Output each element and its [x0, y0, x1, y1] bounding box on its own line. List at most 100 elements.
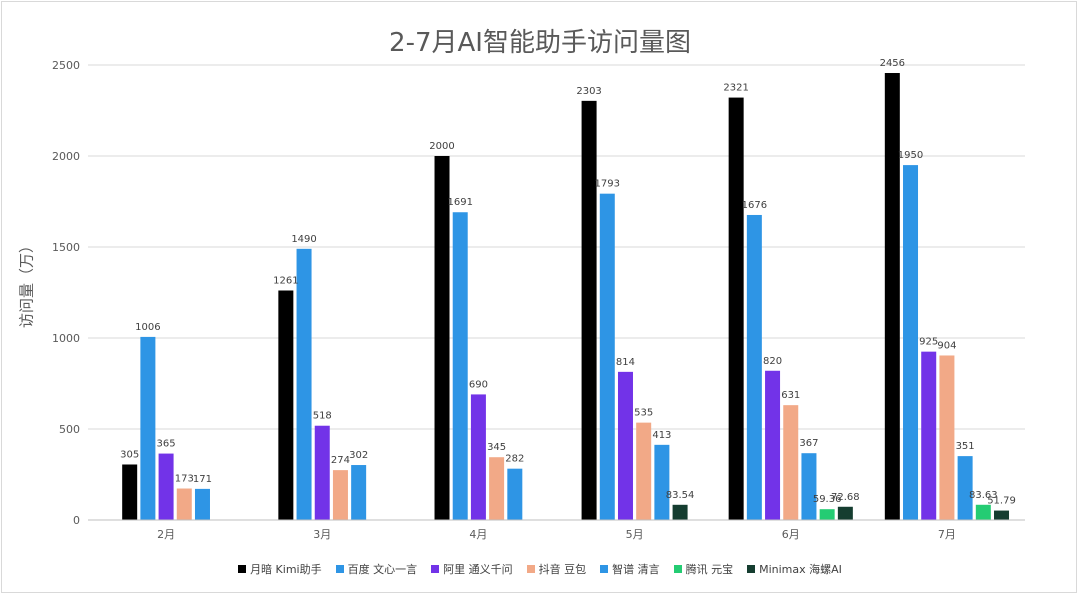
- legend-swatch: [238, 565, 247, 573]
- legend-item: 阿里 通义千问: [431, 561, 513, 577]
- data-label: 2321: [723, 83, 748, 94]
- data-label: 302: [349, 450, 368, 461]
- data-label: 2000: [429, 141, 454, 152]
- bar: [921, 351, 937, 520]
- x-tick-label: 7月: [938, 528, 956, 541]
- data-label: 925: [919, 337, 938, 348]
- y-tick-label: 1500: [52, 241, 80, 254]
- legend-label: 智谱 清言: [612, 563, 660, 576]
- data-label: 904: [937, 340, 956, 351]
- data-label: 631: [781, 390, 800, 401]
- legend-label: 腾讯 元宝: [685, 563, 734, 576]
- bar: [122, 464, 138, 520]
- x-tick-label: 5月: [626, 528, 644, 541]
- legend-item: 百度 文心一言: [335, 561, 418, 577]
- x-tick-label: 4月: [469, 528, 487, 541]
- data-label: 345: [487, 442, 506, 453]
- y-tick-label: 1000: [52, 332, 80, 345]
- bar: [351, 465, 367, 520]
- bar: [903, 165, 919, 520]
- bars: [122, 73, 1010, 521]
- data-label: 413: [652, 430, 671, 441]
- data-label: 367: [799, 438, 818, 449]
- legend-item: 智谱 清言: [600, 561, 660, 577]
- bar: [599, 193, 615, 520]
- data-label: 1950: [898, 150, 923, 161]
- data-label: 171: [193, 474, 212, 485]
- data-label: 518: [313, 411, 332, 422]
- data-label: 83.54: [666, 490, 695, 501]
- bar: [654, 444, 670, 520]
- legend-item: Minimax 海螺AI: [747, 561, 842, 577]
- bar: [617, 371, 633, 520]
- bar: [314, 425, 330, 520]
- bar: [837, 506, 853, 520]
- data-label: 1691: [447, 197, 472, 208]
- bar: [470, 394, 486, 520]
- data-label: 820: [763, 356, 782, 367]
- legend-swatch: [526, 565, 535, 573]
- bar: [975, 504, 991, 520]
- data-label: 83.63: [969, 490, 998, 501]
- gridlines: [88, 64, 1025, 430]
- bar: [158, 453, 174, 520]
- legend-swatch: [600, 565, 609, 573]
- chart-title: 2-7月AI智能助手访问量图: [389, 28, 691, 58]
- bar: [296, 248, 312, 520]
- bar: [507, 468, 523, 520]
- bar: [636, 422, 652, 520]
- data-label: 173: [175, 474, 194, 485]
- bar: [140, 336, 156, 520]
- legend-swatch: [673, 565, 682, 573]
- x-tick-label: 6月: [782, 528, 800, 541]
- data-label: 1793: [595, 179, 620, 190]
- legend-label: 抖音 豆包: [538, 563, 587, 576]
- legend-item: 抖音 豆包: [526, 561, 587, 577]
- legend-swatch: [431, 565, 440, 573]
- legend: 月暗 Kimi助手 百度 文心一言 阿里 通义千问 抖音 豆包 智谱 清言 腾讯 元宝 Mi…: [0, 561, 1080, 577]
- bar: [581, 100, 597, 520]
- bar: [819, 509, 835, 520]
- data-label: 535: [634, 408, 653, 419]
- axes: 0 500 1000 1500 2000 2500 2月 3月 4月 5月 6月 7月: [52, 59, 1025, 541]
- y-tick-label: 0: [73, 514, 80, 527]
- data-label: 351: [956, 441, 975, 452]
- data-label: 690: [469, 379, 488, 390]
- bar: [434, 156, 450, 520]
- legend-label: 百度 文心一言: [347, 563, 418, 576]
- data-label: 305: [120, 449, 139, 460]
- y-tick-label: 2500: [52, 59, 80, 72]
- bar: [884, 73, 900, 521]
- data-label: 814: [616, 357, 635, 368]
- bar: [176, 488, 192, 520]
- bar: [746, 214, 762, 520]
- data-label: 51.79: [987, 496, 1016, 507]
- legend-label: 阿里 通义千问: [443, 563, 513, 576]
- bar: [278, 290, 294, 520]
- data-label: 365: [157, 439, 176, 450]
- legend-swatch: [335, 565, 344, 573]
- x-tick-label: 2月: [157, 528, 175, 541]
- bar: [332, 470, 348, 520]
- data-label: 1261: [273, 275, 298, 286]
- bar: [452, 212, 468, 520]
- bar: [939, 355, 955, 520]
- data-label: 1676: [742, 200, 767, 211]
- legend-item: 腾讯 元宝: [673, 561, 734, 577]
- bar: [728, 97, 744, 520]
- bar: [765, 370, 781, 520]
- data-labels: 305 1006 365 173 171 1261 1490 518 274 302 2000 169…: [120, 58, 1016, 507]
- data-label: 59.36: [813, 494, 842, 505]
- y-tick-label: 500: [59, 423, 80, 436]
- data-label: 72.68: [831, 492, 860, 503]
- data-label: 282: [505, 454, 524, 465]
- legend-swatch: [747, 565, 756, 573]
- bar: [994, 510, 1010, 520]
- bar: [672, 504, 688, 520]
- bar: [194, 488, 210, 520]
- data-label: 1006: [135, 322, 160, 333]
- legend-item: 月暗 Kimi助手: [238, 561, 322, 577]
- y-tick-label: 2000: [52, 150, 80, 163]
